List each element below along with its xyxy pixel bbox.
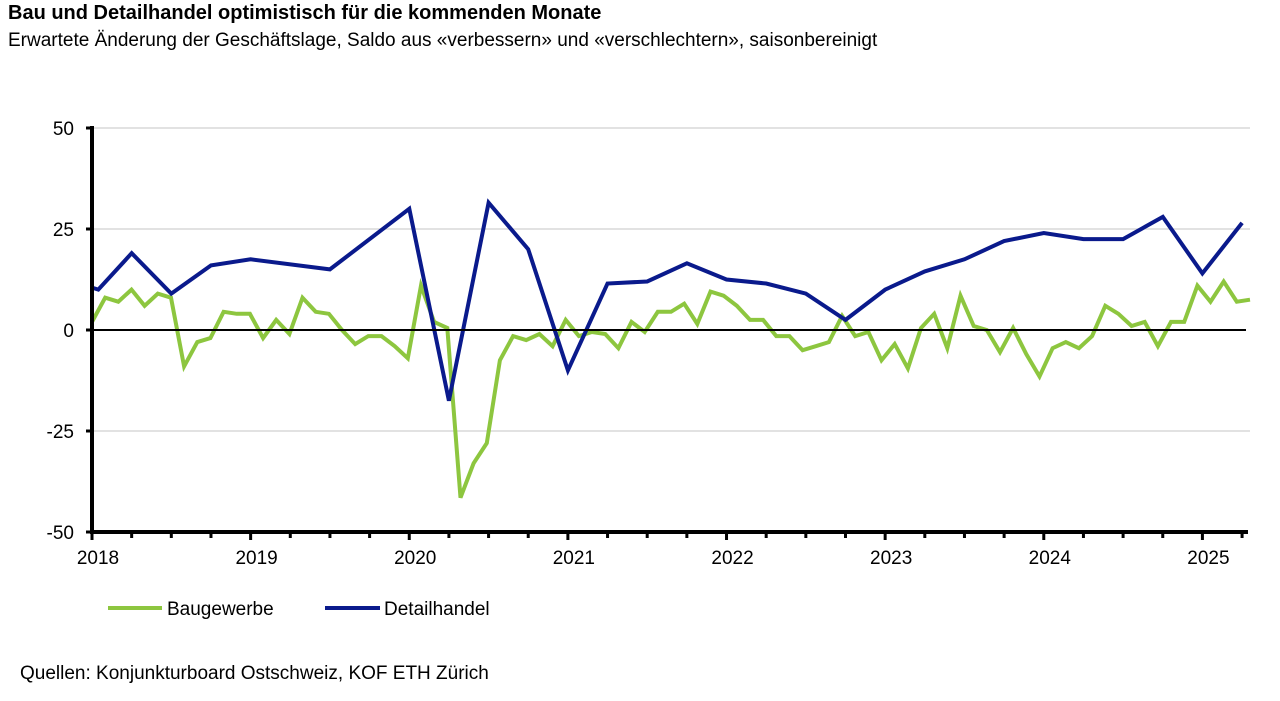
y-tick-label: -50	[47, 523, 74, 544]
x-tick-label: 2022	[711, 548, 753, 569]
chart-title: Bau und Detailhandel optimistisch für di…	[8, 2, 602, 24]
legend: Baugewerbe Detailhandel	[108, 599, 490, 620]
series-line-detailhandel	[91, 198, 1244, 402]
gridlines	[92, 127, 1250, 432]
y-tick-label: 25	[53, 220, 74, 241]
x-tick-label: 2020	[394, 548, 436, 569]
y-tick-labels: 50 25 0 -25 -50	[47, 119, 74, 544]
y-tick-label: 50	[53, 119, 74, 140]
y-tick-label: 0	[63, 321, 74, 342]
y-tick-label: -25	[47, 422, 74, 443]
x-tick-label: 2019	[235, 548, 277, 569]
legend-item-baugewerbe: Baugewerbe	[108, 599, 274, 620]
legend-item-detailhandel: Detailhandel	[325, 599, 490, 620]
x-tick-label: 2021	[553, 548, 595, 569]
x-tick-label: 2023	[870, 548, 912, 569]
legend-label-detailhandel: Detailhandel	[384, 599, 490, 620]
x-tick-label: 2018	[77, 548, 119, 569]
legend-label-baugewerbe: Baugewerbe	[167, 599, 274, 620]
source-note: Quellen: Konjunkturboard Ostschweiz, KOF…	[20, 663, 489, 684]
x-tick-label: 2024	[1029, 548, 1072, 569]
series-layer	[90, 198, 1251, 499]
chart-subtitle: Erwartete Änderung der Geschäftslage, Sa…	[8, 30, 878, 51]
axes	[86, 126, 1248, 540]
x-tick-label: 2025	[1187, 548, 1229, 569]
series-line-baugewerbe	[90, 277, 1251, 499]
x-tick-labels: 2018 2019 2020 2021 2022 2023 2024 2025	[77, 548, 1230, 569]
